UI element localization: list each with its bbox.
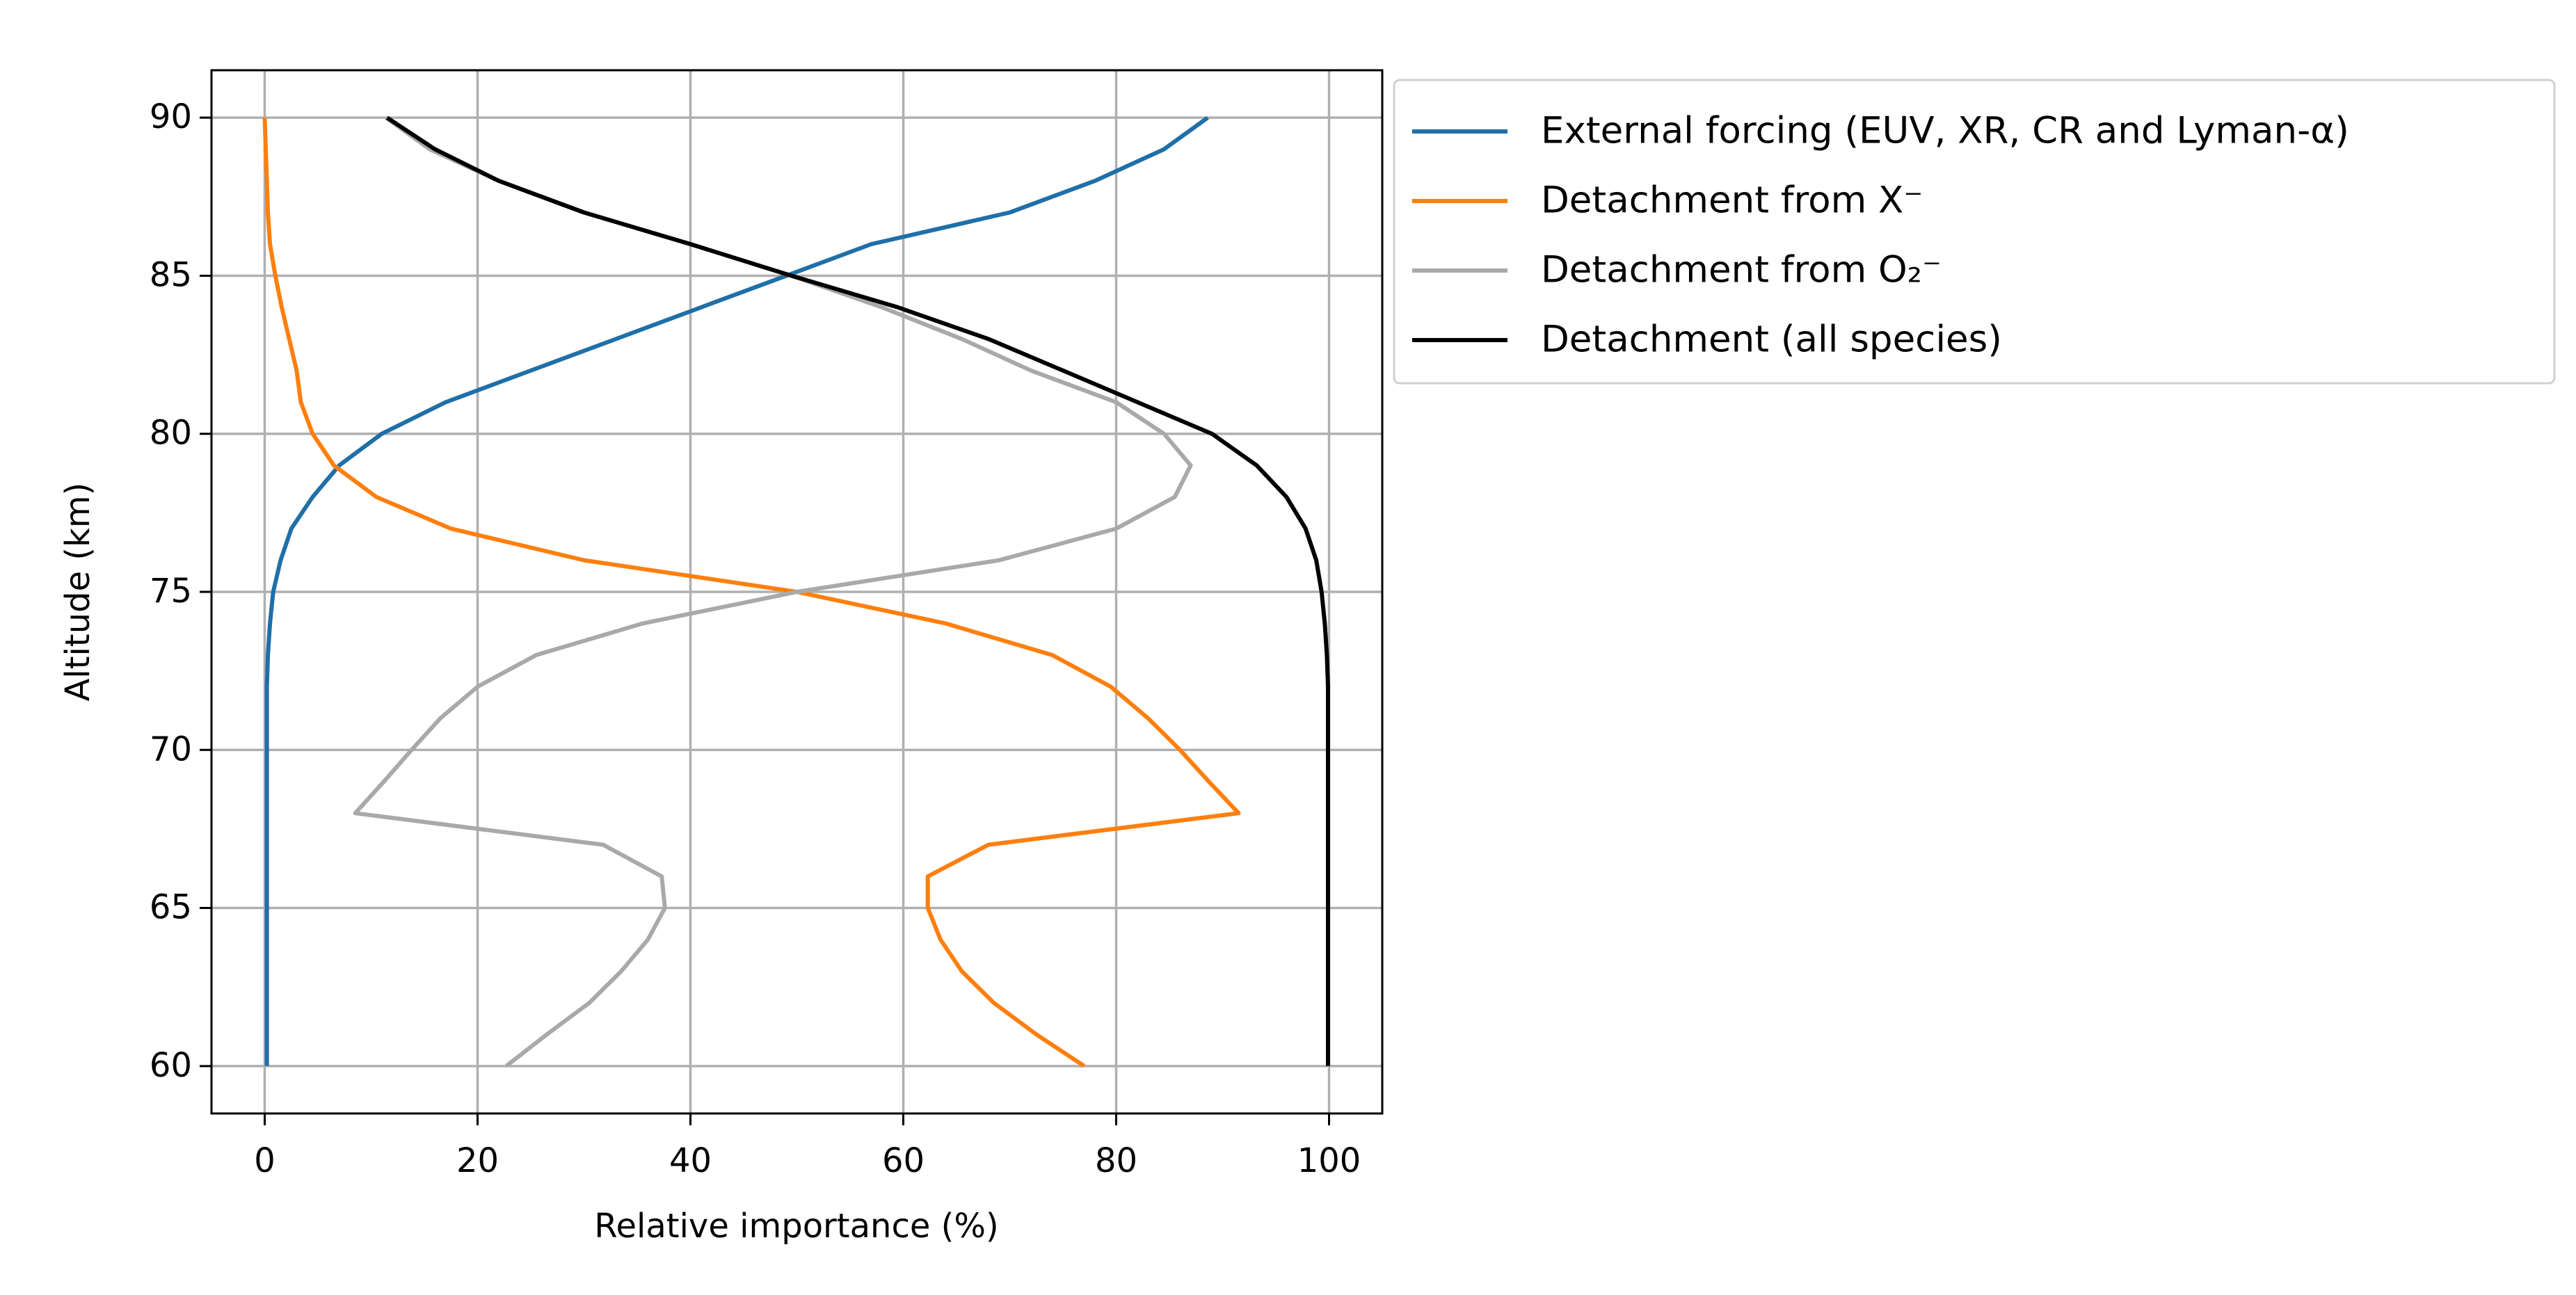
y-axis-label: Altitude (km) <box>58 483 97 702</box>
y-tick-label: 85 <box>150 255 192 294</box>
x-tick-label: 20 <box>456 1141 499 1180</box>
y-tick-label: 60 <box>150 1046 192 1085</box>
x-tick-label: 80 <box>1095 1141 1137 1180</box>
legend-label: External forcing (EUV, XR, CR and Lyman-… <box>1541 110 2349 152</box>
x-tick-label: 60 <box>882 1141 925 1180</box>
series-line <box>385 115 1330 1066</box>
legend-label: Detachment (all species) <box>1541 319 2002 361</box>
y-tick-label: 65 <box>150 888 192 927</box>
y-tick-label: 80 <box>150 414 192 453</box>
y-tick-label: 75 <box>150 572 192 611</box>
legend-label: Detachment from X⁻ <box>1541 179 1923 222</box>
x-axis-label: Relative importance (%) <box>594 1207 998 1246</box>
x-tick-label: 100 <box>1297 1141 1361 1180</box>
y-tick-label: 90 <box>150 97 192 136</box>
ticks: 0 20 40 60 80 100 60 65 70 75 80 85 90 <box>150 97 1361 1180</box>
lines <box>262 115 1330 1068</box>
legend-box <box>1393 79 2556 385</box>
x-tick-label: 40 <box>669 1141 712 1180</box>
y-tick-label: 70 <box>150 730 192 769</box>
x-tick-label: 0 <box>254 1141 275 1180</box>
legend-label: Detachment from O₂⁻ <box>1541 249 1942 291</box>
legend: External forcing (EUV, XR, CR and Lyman-… <box>1393 79 2556 385</box>
